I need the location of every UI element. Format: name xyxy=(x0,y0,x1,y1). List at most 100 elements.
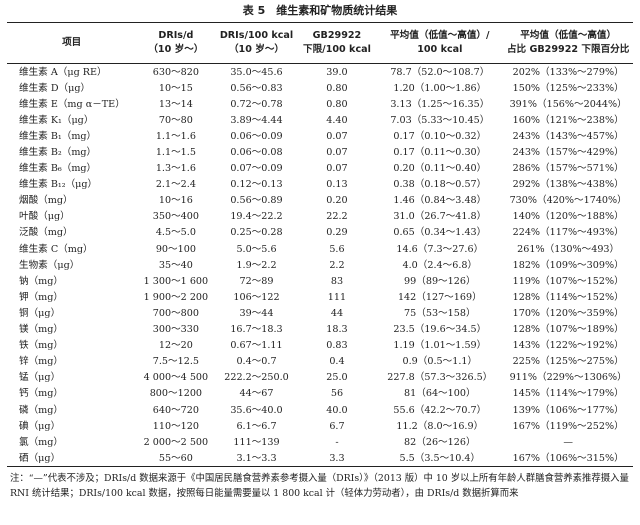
value-cell: 150%（125%～233%） xyxy=(512,82,624,94)
value-cell: 5.0～5.6 xyxy=(236,243,277,255)
value-cell: 0.07 xyxy=(326,147,348,159)
value-cell: 0.67～1.11 xyxy=(230,340,283,352)
table-row: 锌（mg） 7.5～12.5 0.4～0.7 0.4 0.9（0.5～1.1） 225%（… xyxy=(7,354,633,370)
value-cell: 227.8（57.3～326.5） xyxy=(387,372,493,384)
value-cell: 39.0 xyxy=(326,66,348,78)
value-cell: 0.13 xyxy=(326,179,348,191)
table-row: 钠（mg） 1 300～1 600 72～89 83 99（89～126） 119%（10… xyxy=(7,273,633,289)
table-row: 叶酸（μg） 350～400 19.4～22.2 22.2 31.0（26.7～41.8… xyxy=(7,209,633,225)
value-cell: 3.3 xyxy=(329,452,345,464)
table-row: 泛酸（mg） 4.5～5.0 0.25～0.28 0.29 0.65（0.34～1.43… xyxy=(7,225,633,241)
value-cell: 1.1～1.5 xyxy=(155,147,196,159)
value-cell: 1.19（1.01～1.59） xyxy=(393,340,487,352)
value-cell: 243%（143%～457%） xyxy=(512,130,624,142)
item-cell: 磷（mg） xyxy=(19,404,64,416)
value-cell: 140%（120%～188%） xyxy=(512,211,624,223)
item-cell: 锰（μg） xyxy=(19,372,61,384)
table-header: 项目 DRIs/d （10 岁～） DRIs/100 kcal （10 岁～） GB299… xyxy=(7,22,633,64)
item-cell: 维生素 E（mg α－TE） xyxy=(19,98,125,110)
value-cell: 167%（106%～315%） xyxy=(512,452,624,464)
value-cell: 4.40 xyxy=(326,114,348,126)
value-cell: 31.0（26.7～41.8） xyxy=(393,211,487,223)
value-cell: 300～330 xyxy=(152,324,199,336)
value-cell: 0.4 xyxy=(329,356,345,368)
header-line: GB29922 xyxy=(312,30,362,41)
value-cell: 75（53～158） xyxy=(404,307,476,319)
item-cell: 维生素 C（mg） xyxy=(19,243,93,255)
value-cell: 90～100 xyxy=(155,243,196,255)
table-body: 维生素 A（μg RE） 630～820 35.0～45.6 39.0 78.7（52.… xyxy=(7,64,633,467)
table-row: 维生素 B₁₂（μg） 2.1～2.4 0.12～0.13 0.13 0.38（0.18… xyxy=(7,177,633,193)
header-line: （10 岁～） xyxy=(228,44,285,55)
value-cell: 0.83 xyxy=(326,340,348,352)
value-cell: 261%（130%～493） xyxy=(517,243,620,255)
item-cell: 铜（μg） xyxy=(19,307,61,319)
item-cell: 维生素 K₁（μg） xyxy=(19,114,94,126)
value-cell: 0.56～0.83 xyxy=(230,82,283,94)
value-cell: — xyxy=(563,436,573,448)
item-cell: 钙（mg） xyxy=(19,388,64,400)
item-cell: 钠（mg） xyxy=(19,275,64,287)
value-cell: 83 xyxy=(330,275,344,287)
item-cell: 维生素 D（μg） xyxy=(19,82,91,94)
header-line: 平均值（低值～高值） xyxy=(520,30,617,41)
table-row: 维生素 B₆（mg） 1.3～1.6 0.07～0.09 0.07 0.20（0.11～… xyxy=(7,161,633,177)
value-cell: 6.1～6.7 xyxy=(236,420,277,432)
value-cell: 3.1～3.3 xyxy=(236,452,277,464)
table-row: 碘（μg） 110～120 6.1～6.7 6.7 11.2（8.0～16.9） 167%… xyxy=(7,418,633,434)
table-row: 钙（mg） 800～1200 44～67 56 81（64～100） 145%（114%～… xyxy=(7,386,633,402)
value-cell: 0.56～0.89 xyxy=(230,195,283,207)
header-line: 下限/100 kcal xyxy=(303,44,371,55)
value-cell: 0.17（0.10～0.32） xyxy=(393,130,487,142)
item-cell: 维生素 B₂（mg） xyxy=(19,147,97,159)
item-cell: 烟酸（mg） xyxy=(19,195,73,207)
value-cell: 142（127～169） xyxy=(397,291,482,303)
value-cell: 128%（114%～152%） xyxy=(512,291,624,303)
table-title: 表 5 维生素和矿物质统计结果 xyxy=(242,4,398,17)
item-cell: 维生素 A（μg RE） xyxy=(19,66,107,78)
value-cell: 106～122 xyxy=(233,291,280,303)
table-row: 硒（μg） 55～60 3.1～3.3 3.3 5.5（3.5～10.4） 167%（10… xyxy=(7,450,633,467)
value-cell: 5.5（3.5～10.4） xyxy=(399,452,481,464)
value-cell: 0.06～0.08 xyxy=(230,147,283,159)
value-cell: 111 xyxy=(327,291,347,303)
value-cell: 119%（107%～152%） xyxy=(512,275,624,287)
value-cell: 167%（119%～252%） xyxy=(512,420,624,432)
value-cell: 110～120 xyxy=(152,420,199,432)
value-cell: 4 000～4 500 xyxy=(143,372,209,384)
item-cell: 维生素 B₁（mg） xyxy=(19,130,97,142)
value-cell: 22.2 xyxy=(326,211,348,223)
value-cell: 145%（114%～179%） xyxy=(512,388,624,400)
item-cell: 硒（μg） xyxy=(19,452,61,464)
item-cell: 氯（mg） xyxy=(19,436,64,448)
value-cell: 0.38（0.18～0.57） xyxy=(393,179,487,191)
value-cell: 0.80 xyxy=(326,82,348,94)
value-cell: 128%（107%～189%） xyxy=(512,324,624,336)
table-row: 锰（μg） 4 000～4 500 222.2～250.0 25.0 227.8（57.… xyxy=(7,370,633,386)
item-cell: 泛酸（mg） xyxy=(19,227,73,239)
item-cell: 维生素 B₁₂（μg） xyxy=(19,179,98,191)
value-cell: 35.0～45.6 xyxy=(230,66,283,78)
table-row: 维生素 B₁（mg） 1.1～1.6 0.06～0.09 0.07 0.17（0.10～… xyxy=(7,128,633,144)
column-header: 平均值（低值～高值） 占比 GB29922 下限百分比 xyxy=(503,23,633,64)
value-cell: 700～800 xyxy=(152,307,199,319)
value-cell: 243%（157%～429%） xyxy=(512,147,624,159)
value-cell: 40.0 xyxy=(326,404,348,416)
table-row: 镁（mg） 300～330 16.7～18.3 18.3 23.5（19.6～34.5）… xyxy=(7,322,633,338)
item-cell: 铁（mg） xyxy=(19,340,64,352)
table-row: 铜（μg） 700～800 39～44 44 75（53～158） 170%（120%～3… xyxy=(7,305,633,321)
value-cell: 25.0 xyxy=(326,372,348,384)
table-row: 铁（mg） 12～20 0.67～1.11 0.83 1.19（1.01～1.59） 14… xyxy=(7,338,633,354)
header-line: 项目 xyxy=(62,37,82,48)
value-cell: 55～60 xyxy=(158,452,193,464)
header-line: 平均值（低值～高值）/ xyxy=(390,30,490,41)
value-cell: 139%（106%～177%） xyxy=(512,404,624,416)
value-cell: 286%（157%～571%） xyxy=(512,163,624,175)
value-cell: 39～44 xyxy=(239,307,274,319)
value-cell: 0.72～0.78 xyxy=(230,98,283,110)
table-row: 维生素 C（mg） 90～100 5.0～5.6 5.6 14.6（7.3～27.6） 2… xyxy=(7,241,633,257)
column-header: GB29922 下限/100 kcal xyxy=(298,23,377,64)
value-cell: 0.9（0.5～1.1） xyxy=(402,356,478,368)
value-cell: 182%（109%～309%） xyxy=(512,259,624,271)
item-cell: 锌（mg） xyxy=(19,356,64,368)
